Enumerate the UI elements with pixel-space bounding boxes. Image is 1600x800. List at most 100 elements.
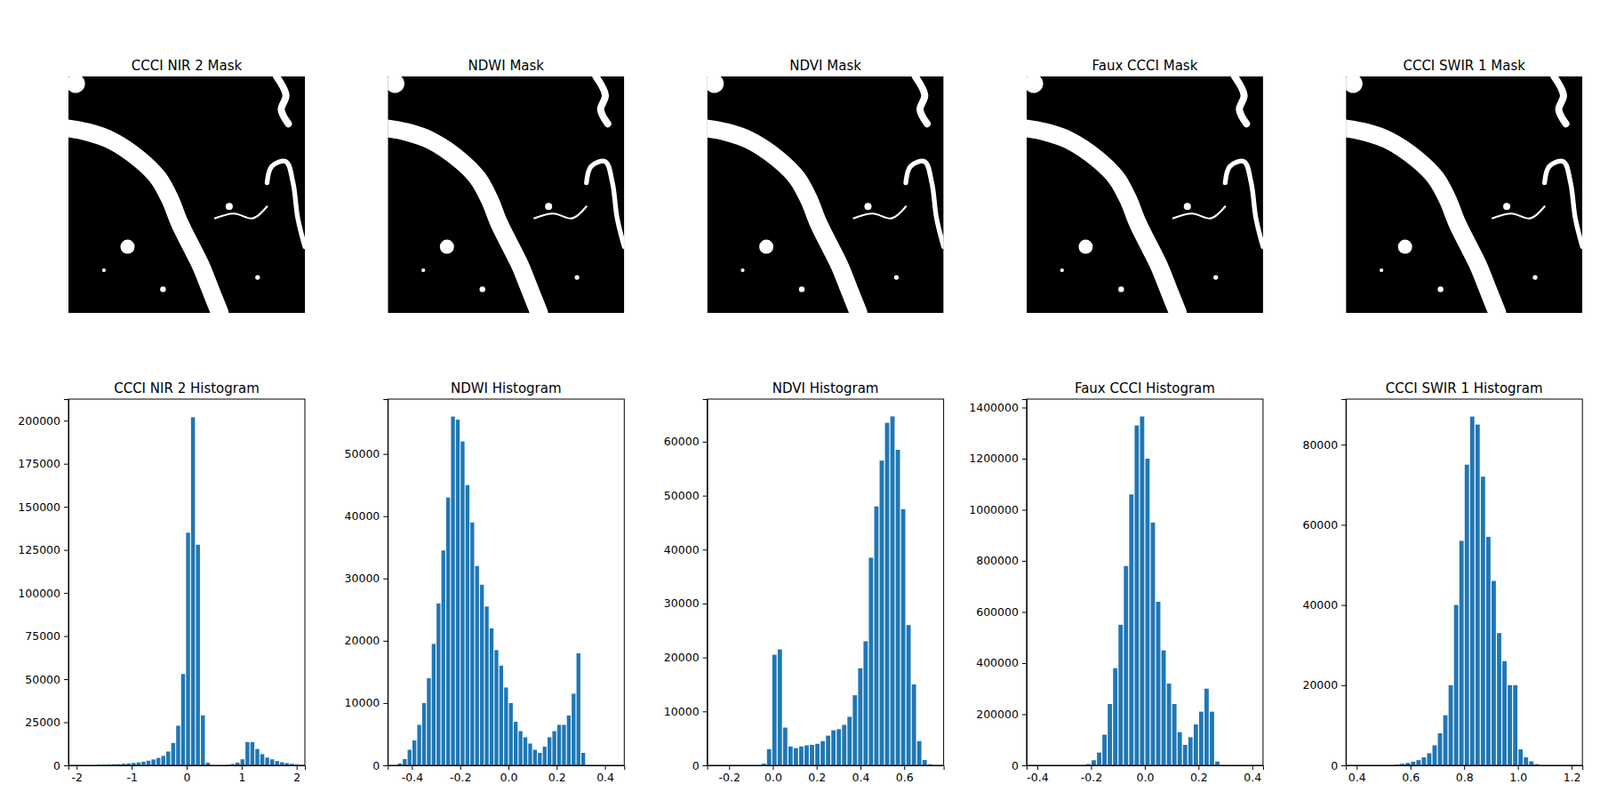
y-tick: 20000 — [344, 633, 389, 648]
mask-shape — [255, 274, 260, 280]
mask-panel: NDWI Mask — [385, 57, 625, 313]
histogram-bar — [1426, 752, 1432, 766]
histogram-bar — [1161, 650, 1167, 766]
plot-frame — [68, 399, 305, 766]
histogram-bar — [906, 624, 912, 766]
y-tick: 800000 — [976, 553, 1027, 568]
y-tick-mark — [1341, 765, 1346, 767]
mask-shape — [894, 274, 899, 280]
y-tick-mark — [1341, 444, 1346, 446]
mask-image — [1345, 76, 1583, 313]
panel-title: NDWI Mask — [468, 57, 545, 74]
y-tick-label: 50000 — [344, 447, 381, 461]
y-tick-label: 100000 — [17, 586, 61, 600]
mask-shape — [864, 202, 872, 210]
mask-shape — [387, 76, 405, 94]
panel-title: Faux CCCI Histogram — [1074, 380, 1216, 397]
histogram-bar — [240, 759, 245, 766]
y-tick-mark — [64, 464, 69, 465]
histogram-panel: 0.40.60.81.01.2020000400006000080000CCCI… — [1302, 380, 1583, 784]
histogram-bar — [484, 606, 488, 766]
y-tick: 600000 — [976, 605, 1027, 619]
mask-shape — [1379, 268, 1384, 272]
histogram-bar — [436, 603, 440, 766]
histogram-bar — [896, 449, 901, 766]
x-tick-label: 1 — [238, 770, 246, 784]
y-tick-mark — [64, 420, 69, 422]
x-tick-mark — [76, 765, 78, 770]
histogram-bar — [857, 668, 863, 766]
histogram-bar — [412, 740, 416, 766]
histogram-bar — [1502, 661, 1507, 766]
mask-shape — [1532, 274, 1537, 280]
mask-shape — [707, 128, 859, 313]
mask-shape — [1345, 76, 1363, 94]
y-tick: 0 — [53, 759, 69, 773]
histogram-bar — [1183, 744, 1188, 766]
x-tick: 0.2 — [808, 765, 826, 784]
mask-shape — [1544, 160, 1584, 247]
y-tick-mark — [64, 550, 69, 552]
histogram-bar — [1204, 688, 1209, 766]
histogram-bar — [890, 416, 896, 766]
x-tick-mark — [186, 765, 188, 770]
plot-frame — [387, 399, 624, 766]
y-tick-label: 1000000 — [968, 503, 1019, 517]
mask-shape — [1224, 160, 1264, 247]
y-tick-label: 125000 — [17, 543, 61, 557]
panel-title: NDVI Mask — [789, 57, 862, 74]
mask-shape — [1345, 128, 1497, 313]
histogram-bar — [841, 724, 847, 766]
x-tick: -2 — [72, 765, 83, 784]
x-tick-label: 2 — [293, 770, 301, 784]
x-tick-mark — [131, 765, 133, 770]
mask-panel: Faux CCCI Mask — [1024, 57, 1264, 313]
histogram-bar — [1518, 749, 1523, 766]
histogram-bar — [1118, 624, 1123, 766]
y-tick-mark — [1022, 407, 1027, 408]
histogram-bar — [465, 485, 470, 766]
panel-title: CCCI SWIR 1 Histogram — [1385, 380, 1544, 397]
histogram-bar — [868, 557, 873, 766]
mask-background — [68, 76, 305, 313]
y-tick-mark — [1022, 560, 1027, 562]
x-tick-mark — [1356, 765, 1358, 770]
histogram-panel: -0.20.00.20.40.6010000200003000040000500… — [664, 380, 944, 784]
x-tick-mark — [772, 765, 774, 770]
x-tick-label: -0.4 — [1026, 770, 1048, 784]
x-axis: -0.4-0.20.00.20.4 — [1026, 765, 1264, 784]
x-tick-label: 0.8 — [1456, 770, 1474, 784]
y-tick-label: 600000 — [976, 605, 1019, 619]
background — [0, 0, 1600, 800]
mask-panel: NDVI Mask — [704, 57, 944, 313]
x-tick: -0.4 — [401, 765, 424, 784]
histogram-bar — [1454, 605, 1459, 766]
y-tick-label: 20000 — [344, 633, 381, 648]
histogram-bar — [1107, 704, 1112, 766]
y-tick-mark — [64, 506, 69, 508]
y-tick-mark — [1022, 458, 1027, 460]
histogram-bar — [245, 742, 249, 766]
mask-shape — [595, 76, 608, 124]
mask-shape — [387, 128, 539, 313]
mask-image — [387, 76, 624, 313]
histogram-bar — [1496, 632, 1502, 766]
x-tick: 0.0 — [500, 765, 519, 784]
histogram-bar — [804, 745, 809, 766]
mask-shape — [1437, 286, 1443, 292]
histogram-bar — [1416, 760, 1421, 766]
y-tick: 60000 — [1302, 518, 1346, 532]
x-tick: -1 — [126, 765, 137, 784]
histogram-bar — [402, 759, 407, 766]
histogram-bar — [1151, 522, 1156, 766]
mask-shape — [276, 76, 288, 124]
y-tick: 1000000 — [968, 503, 1027, 517]
y-tick-label: 0 — [1011, 759, 1019, 773]
histogram-panel: -0.4-0.20.00.20.402000004000006000008000… — [968, 380, 1264, 784]
x-tick-mark — [1410, 765, 1412, 770]
histogram-bar — [561, 724, 566, 766]
x-tick: 0.0 — [764, 765, 783, 784]
y-tick: 0 — [1330, 759, 1346, 773]
x-tick-mark — [296, 765, 298, 770]
histogram-bar — [831, 730, 836, 766]
